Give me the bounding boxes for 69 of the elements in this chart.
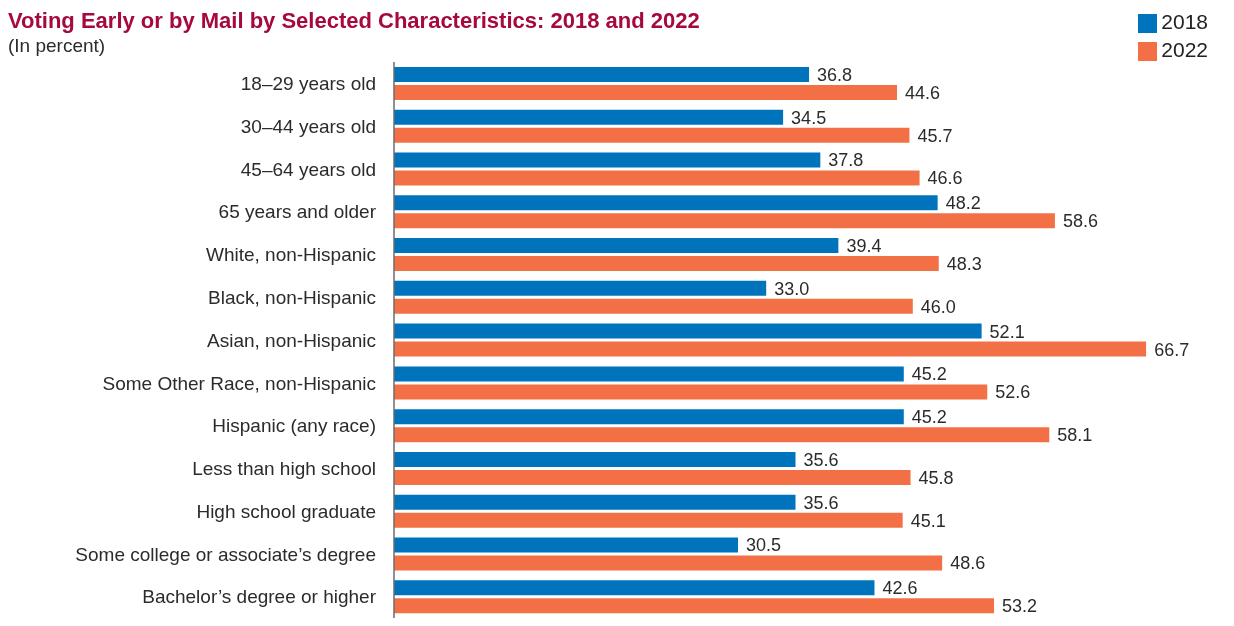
bar [394, 469, 911, 485]
data-label: 53.2 [1002, 596, 1038, 617]
data-label: 48.6 [950, 553, 986, 574]
data-label: 46.0 [920, 296, 956, 317]
bar [394, 238, 839, 254]
y-tick-label: Asian, non-Hispanic [207, 329, 376, 351]
bar [394, 512, 903, 528]
bar [394, 85, 898, 100]
bar [394, 280, 767, 296]
y-tick-label: 18–29 years old [240, 73, 376, 95]
data-label: 33.0 [774, 278, 810, 299]
bar [394, 580, 875, 596]
y-tick-label: 30–44 years old [240, 115, 376, 137]
bar [394, 555, 943, 571]
bar [394, 298, 913, 314]
data-label: 46.6 [927, 168, 963, 189]
data-label: 52.1 [989, 321, 1025, 342]
bar [394, 537, 738, 553]
bar [394, 494, 796, 510]
data-label: 45.7 [917, 125, 953, 146]
data-label: 42.6 [882, 578, 918, 599]
y-tick-label: High school graduate [196, 500, 376, 522]
data-label: 45.2 [911, 407, 947, 428]
bar [394, 213, 1055, 229]
data-label: 45.8 [918, 467, 954, 488]
y-tick-label: White, non-Hispanic [205, 244, 376, 266]
bar [394, 323, 982, 339]
text: (In percent) [8, 34, 107, 58]
bar [394, 341, 1147, 357]
chart-title: Voting Early or by Mail by Selected Characteristics: 2018 and 2022 [8, 8, 700, 34]
bar [394, 451, 796, 467]
y-tick-label: Some college or associate’s degree [75, 543, 376, 565]
data-label: 37.8 [828, 150, 864, 171]
data-label: 45.2 [911, 364, 947, 385]
bar [394, 409, 904, 425]
bar [394, 195, 938, 211]
data-label: 52.6 [995, 382, 1031, 403]
data-label: 48.2 [945, 193, 981, 214]
bar [394, 67, 810, 82]
bar [394, 109, 784, 125]
y-tick-label: Some Other Race, non-Hispanic [102, 372, 376, 394]
legend-label: 2022 [1161, 38, 1208, 61]
data-label: 39.4 [846, 235, 882, 256]
data-label: 34.5 [791, 107, 827, 128]
bar [394, 598, 995, 614]
data-label: 44.6 [905, 82, 941, 103]
data-label: 35.6 [803, 449, 839, 470]
data-label: 66.7 [1154, 339, 1190, 360]
data-label: 58.1 [1057, 425, 1093, 446]
y-tick-label: 65 years and older [218, 201, 377, 223]
bar [394, 384, 988, 400]
bar [394, 366, 904, 382]
y-tick-label: Black, non-Hispanic [208, 286, 376, 308]
data-label: 36.8 [817, 64, 853, 85]
data-label: 30.5 [746, 535, 782, 556]
bar [394, 127, 910, 143]
data-label: 58.6 [1062, 211, 1098, 232]
bar [394, 427, 1050, 443]
data-label: 35.6 [803, 492, 839, 513]
bar [394, 152, 821, 168]
bar [394, 170, 920, 186]
y-tick-label: Less than high school [192, 458, 376, 480]
y-tick-label: Bachelor’s degree or higher [142, 586, 377, 608]
y-tick-label: 45–64 years old [240, 158, 376, 180]
y-tick-label: Hispanic (any race) [212, 415, 376, 437]
bar [394, 256, 939, 272]
data-label: 45.1 [910, 510, 946, 531]
data-label: 48.3 [946, 253, 982, 274]
legend-label: 2018 [1161, 10, 1208, 33]
